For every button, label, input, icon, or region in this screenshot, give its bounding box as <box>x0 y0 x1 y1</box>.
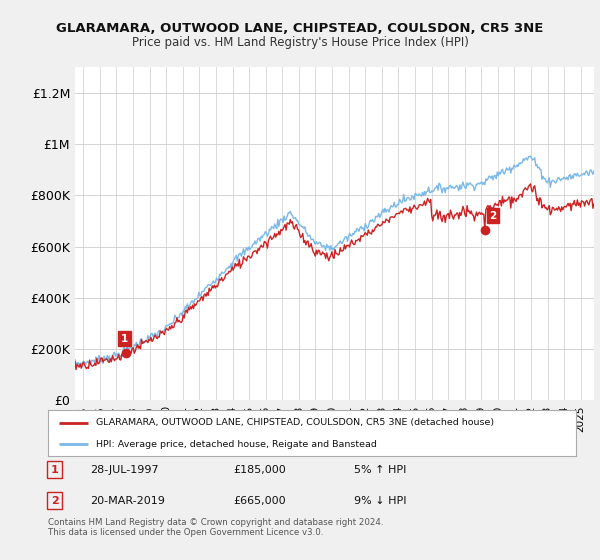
Text: 9% ↓ HPI: 9% ↓ HPI <box>354 496 407 506</box>
Text: 28-JUL-1997: 28-JUL-1997 <box>90 465 159 475</box>
Text: 2: 2 <box>50 496 58 506</box>
Text: GLARAMARA, OUTWOOD LANE, CHIPSTEAD, COULSDON, CR5 3NE (detached house): GLARAMARA, OUTWOOD LANE, CHIPSTEAD, COUL… <box>95 418 494 427</box>
Text: HPI: Average price, detached house, Reigate and Banstead: HPI: Average price, detached house, Reig… <box>95 440 376 449</box>
Text: 2: 2 <box>490 211 497 221</box>
Text: £185,000: £185,000 <box>233 465 286 475</box>
Text: 20-MAR-2019: 20-MAR-2019 <box>90 496 165 506</box>
Text: GLARAMARA, OUTWOOD LANE, CHIPSTEAD, COULSDON, CR5 3NE: GLARAMARA, OUTWOOD LANE, CHIPSTEAD, COUL… <box>56 22 544 35</box>
Text: Price paid vs. HM Land Registry's House Price Index (HPI): Price paid vs. HM Land Registry's House … <box>131 36 469 49</box>
Text: Contains HM Land Registry data © Crown copyright and database right 2024.
This d: Contains HM Land Registry data © Crown c… <box>48 518 383 538</box>
Text: £665,000: £665,000 <box>233 496 286 506</box>
Text: 1: 1 <box>121 334 128 344</box>
Text: 1: 1 <box>50 465 58 475</box>
Text: 5% ↑ HPI: 5% ↑ HPI <box>354 465 407 475</box>
